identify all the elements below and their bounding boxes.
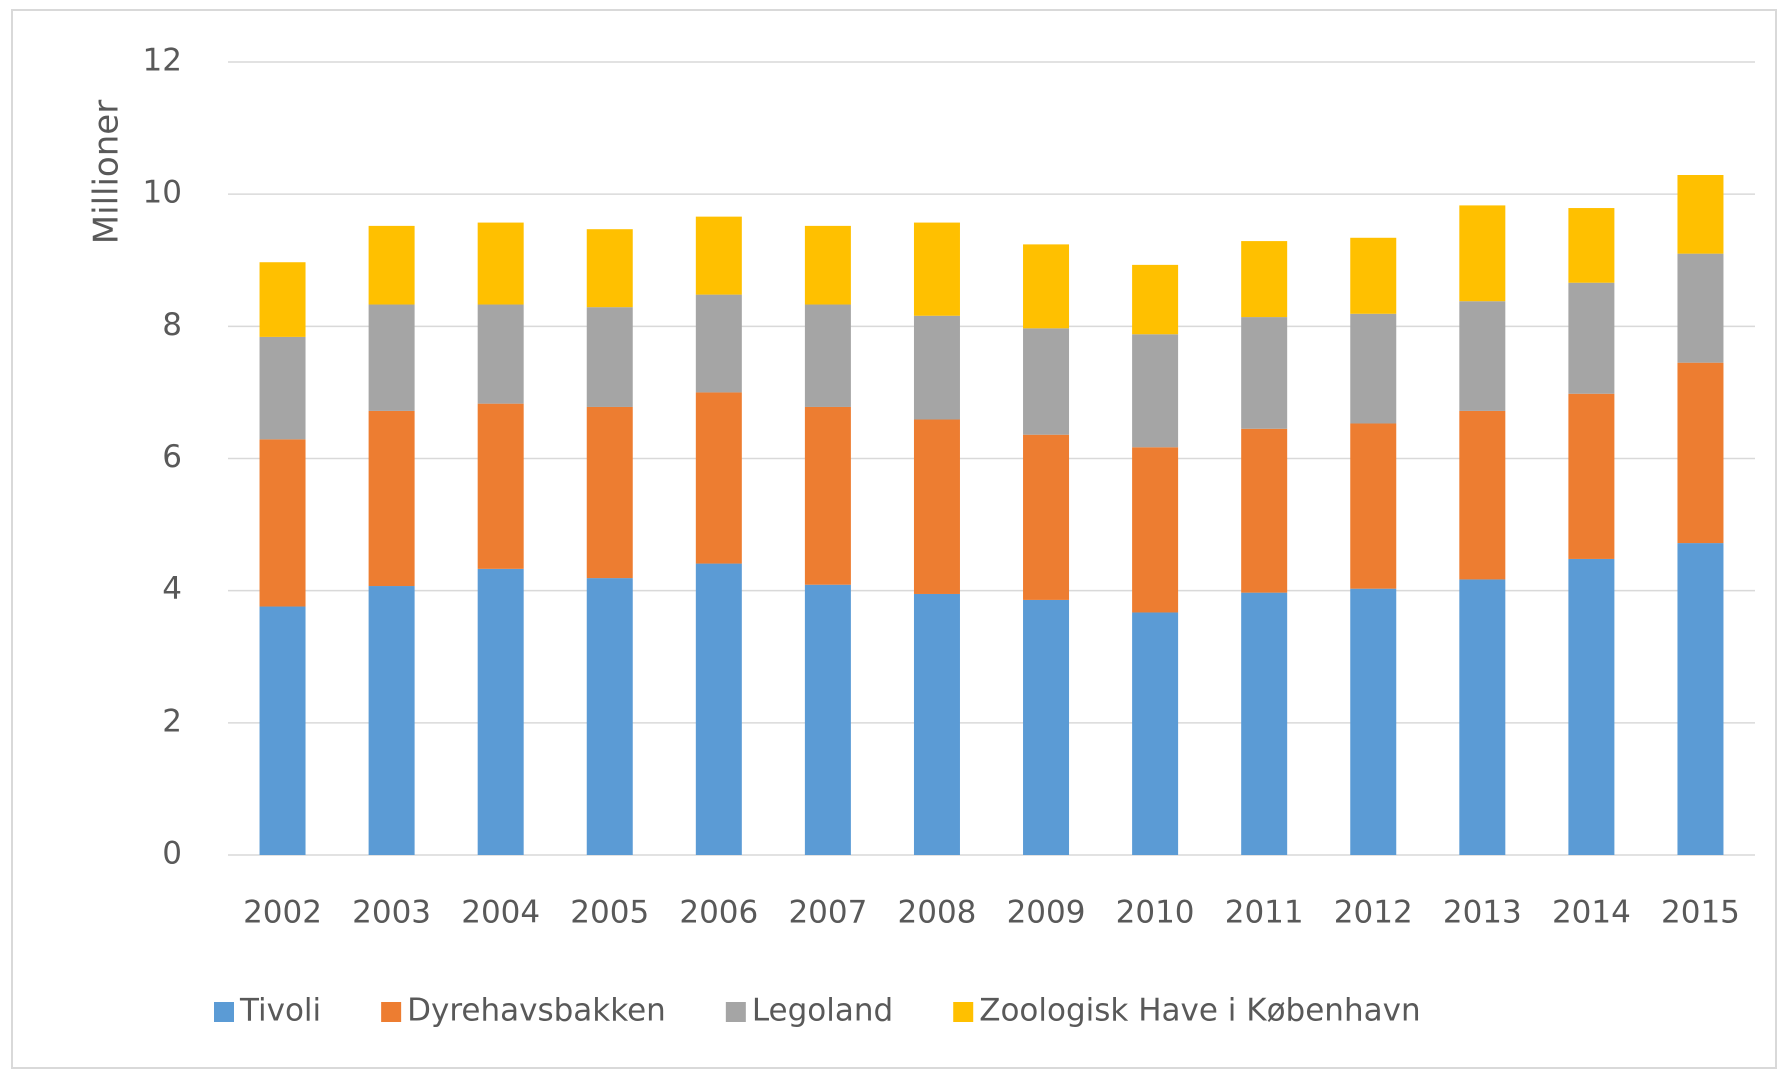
y-tick-label: 0 <box>162 836 182 872</box>
bar-segment <box>1568 208 1615 283</box>
x-tick-label: 2010 <box>1116 895 1195 931</box>
bar-segment <box>913 315 960 420</box>
bar-segment <box>804 304 851 407</box>
legend-swatch <box>725 1002 746 1022</box>
bar-segment <box>695 392 742 564</box>
bar-segment <box>1023 244 1070 329</box>
bar-segment <box>804 584 851 855</box>
bar-segment <box>1459 410 1506 580</box>
x-tick-label: 2015 <box>1661 895 1740 931</box>
bar-segment <box>1241 317 1288 429</box>
bar-segment <box>1350 237 1397 314</box>
bar-segment <box>1459 205 1506 302</box>
bar-segment <box>1241 592 1288 855</box>
bar-segment <box>477 403 524 569</box>
bar-segment <box>586 578 633 855</box>
bar-segment <box>259 606 306 855</box>
x-tick-label: 2011 <box>1225 895 1304 931</box>
bar-segment <box>1459 301 1506 411</box>
bar-segment <box>1132 612 1179 855</box>
bar-segment <box>1241 428 1288 593</box>
bar-segment <box>259 439 306 607</box>
x-tick-label: 2009 <box>1007 895 1086 931</box>
bar-segment <box>1677 362 1724 544</box>
x-tick-label: 2003 <box>352 895 431 931</box>
y-tick-label: 10 <box>143 175 182 211</box>
y-axis-title: Millioner <box>87 100 127 244</box>
bar-segment <box>804 406 851 585</box>
bar-segment <box>1023 328 1070 435</box>
bar-segment <box>695 216 742 295</box>
bar-segment <box>477 304 524 404</box>
x-tick-label: 2004 <box>461 895 540 931</box>
bar-segment <box>259 262 306 337</box>
y-tick-label: 8 <box>162 307 182 343</box>
legend-swatch <box>214 1002 234 1022</box>
x-tick-label: 2008 <box>898 895 977 931</box>
legend-label: Dyrehavsbakken <box>407 993 666 1029</box>
bar-segment <box>1350 313 1397 424</box>
bar-segment <box>586 229 633 308</box>
bar-segment <box>477 568 524 855</box>
bar-segment <box>1023 434 1070 600</box>
bar-segment <box>1568 558 1615 855</box>
x-tick-label: 2002 <box>243 895 322 931</box>
bar-segment <box>1568 393 1615 559</box>
bar-segment <box>368 304 415 411</box>
bar-segment <box>368 225 415 305</box>
bar-segment <box>804 225 851 305</box>
bar-segment <box>913 222 960 316</box>
bar-segment <box>1241 241 1288 318</box>
x-tick-label: 2006 <box>679 895 758 931</box>
bar-segment <box>695 294 742 393</box>
legend-label: Zoologisk Have i København <box>979 993 1420 1029</box>
bar-segment <box>1677 543 1724 855</box>
x-tick-label: 2012 <box>1334 895 1413 931</box>
bar-segment <box>1350 588 1397 855</box>
bar-segment <box>1677 175 1724 254</box>
bar-segment <box>1568 282 1615 394</box>
x-tick-label: 2005 <box>570 895 649 931</box>
bar-segment <box>1132 447 1179 613</box>
bar-segment <box>1459 579 1506 855</box>
x-tick-label: 2013 <box>1443 895 1522 931</box>
y-tick-label: 12 <box>143 43 182 79</box>
y-tick-label: 4 <box>162 571 182 607</box>
x-tick-label: 2007 <box>788 895 867 931</box>
legend-swatch <box>381 1002 402 1022</box>
bar-segment <box>259 336 306 440</box>
bar-segment <box>695 563 742 855</box>
y-tick-label: 2 <box>162 703 182 739</box>
bar-segment <box>913 593 960 855</box>
bar-segment <box>1350 423 1397 589</box>
x-tick-label: 2014 <box>1552 895 1631 931</box>
legend-swatch <box>953 1002 974 1022</box>
bar-segment <box>586 307 633 407</box>
bar-segment <box>368 586 415 855</box>
y-tick-label: 6 <box>162 439 182 475</box>
bar-segment <box>1023 599 1070 855</box>
legend-label: Tivoli <box>239 993 321 1029</box>
bar-segment <box>586 406 633 579</box>
bar-segment <box>368 410 415 587</box>
bar-segment <box>1677 253 1724 363</box>
bar-segment <box>1132 264 1179 335</box>
bar-segment <box>1132 334 1179 448</box>
legend-label: Legoland <box>752 993 893 1029</box>
bar-segment <box>913 419 960 594</box>
bar-segment <box>477 222 524 305</box>
